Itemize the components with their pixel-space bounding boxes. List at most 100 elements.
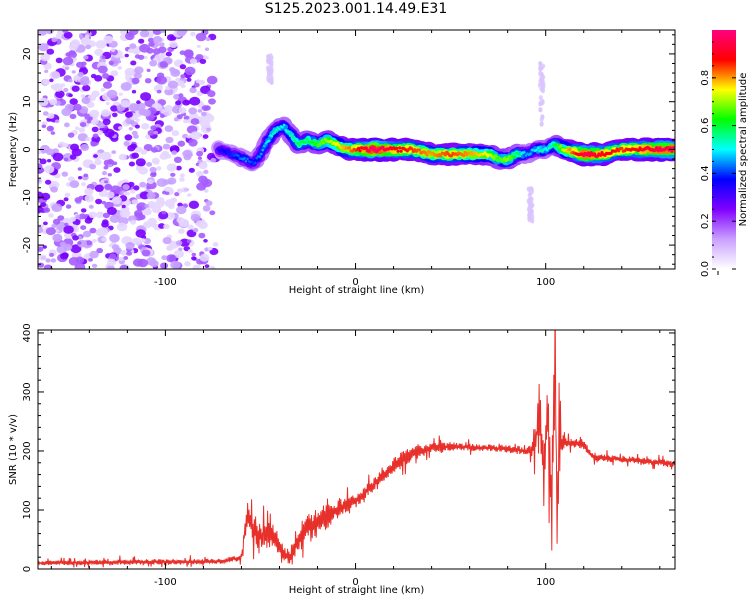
signal-blob bbox=[503, 156, 507, 160]
noise-blob bbox=[68, 78, 73, 83]
noise-blob bbox=[134, 124, 140, 129]
y-tick-label: 100 bbox=[22, 500, 33, 519]
noise-blob bbox=[202, 160, 207, 165]
noise-blob bbox=[210, 157, 217, 163]
streak-blob bbox=[528, 205, 533, 211]
noise-blob bbox=[139, 181, 147, 188]
noise-blob bbox=[49, 71, 61, 80]
noise-blob bbox=[175, 100, 182, 106]
noise-blob bbox=[147, 179, 154, 185]
noise-blob bbox=[159, 61, 168, 68]
noise-blob bbox=[160, 262, 169, 269]
noise-blob bbox=[104, 180, 109, 184]
noise-blob bbox=[166, 246, 171, 250]
noise-blob bbox=[106, 265, 115, 269]
noise-blob bbox=[106, 159, 113, 165]
noise-blob bbox=[70, 244, 82, 254]
noise-blob bbox=[123, 141, 130, 147]
noise-blob bbox=[169, 41, 178, 48]
noise-blob bbox=[100, 109, 111, 117]
signal-blob bbox=[620, 146, 624, 150]
y-tick-label: -10 bbox=[22, 189, 33, 205]
noise-blob bbox=[95, 198, 103, 205]
noise-blob bbox=[69, 113, 77, 120]
noise-blob bbox=[190, 131, 201, 140]
snr-frame bbox=[37, 329, 676, 570]
noise-blob bbox=[187, 193, 192, 197]
noise-blob bbox=[112, 161, 118, 166]
noise-blob bbox=[206, 127, 211, 132]
streak-blob bbox=[527, 212, 532, 218]
signal-blob bbox=[275, 128, 278, 132]
noise-blob bbox=[189, 96, 201, 106]
noise-blob bbox=[102, 73, 110, 79]
noise-blob bbox=[75, 126, 80, 130]
noise-blob bbox=[52, 83, 63, 92]
noise-blob bbox=[160, 30, 166, 33]
noise-blob bbox=[42, 111, 49, 116]
signal-blob bbox=[513, 155, 517, 159]
noise-blob bbox=[89, 227, 97, 234]
noise-blob bbox=[166, 163, 177, 172]
signal-blob bbox=[439, 154, 443, 158]
noise-blob bbox=[100, 87, 106, 92]
noise-blob bbox=[109, 233, 120, 243]
noise-blob bbox=[86, 119, 92, 124]
y-tick-label: 200 bbox=[22, 441, 33, 460]
noise-blob bbox=[124, 70, 133, 77]
noise-blob bbox=[84, 217, 93, 224]
noise-blob bbox=[149, 260, 159, 268]
noise-blob bbox=[107, 163, 113, 168]
noise-blob bbox=[141, 123, 150, 130]
noise-blob bbox=[131, 77, 140, 85]
noise-blob bbox=[80, 144, 90, 151]
signal-blob bbox=[255, 156, 258, 160]
noise-blob bbox=[134, 66, 144, 74]
noise-blob bbox=[104, 128, 115, 138]
signal-blob bbox=[319, 142, 323, 145]
noise-blob bbox=[88, 117, 93, 121]
colorbar-tick-label: 0.2 bbox=[700, 213, 711, 229]
signal-blob bbox=[529, 152, 532, 155]
noise-blob bbox=[80, 94, 86, 98]
signal-blob bbox=[357, 146, 361, 150]
noise-blob bbox=[166, 34, 176, 41]
noise-blob bbox=[188, 153, 193, 157]
noise-blob bbox=[176, 114, 183, 120]
noise-blob bbox=[184, 261, 191, 267]
noise-blob bbox=[162, 108, 172, 117]
noise-blob bbox=[101, 55, 106, 59]
noise-blob bbox=[64, 192, 71, 198]
noise-blob bbox=[62, 30, 69, 33]
noise-blob bbox=[119, 264, 129, 269]
noise-blob bbox=[166, 254, 177, 263]
noise-blob bbox=[90, 141, 97, 147]
streak-blob bbox=[529, 196, 534, 202]
noise-blob bbox=[163, 223, 170, 230]
noise-blob bbox=[134, 209, 143, 217]
signal-blob bbox=[252, 163, 255, 166]
noise-blob bbox=[192, 227, 199, 233]
noise-blob bbox=[190, 213, 201, 222]
noise-blob bbox=[77, 241, 82, 245]
signal-blob bbox=[329, 139, 333, 143]
noise-blob bbox=[193, 82, 200, 88]
noise-blob bbox=[40, 53, 51, 62]
noise-blob bbox=[126, 251, 132, 256]
noise-blob bbox=[146, 185, 152, 190]
noise-blob bbox=[176, 217, 185, 224]
noise-blob bbox=[101, 237, 107, 242]
noise-blob bbox=[122, 184, 130, 191]
noise-blob bbox=[188, 139, 198, 147]
streak-blob bbox=[529, 186, 534, 192]
noise-blob bbox=[182, 99, 190, 106]
noise-blob bbox=[150, 171, 157, 178]
noise-blob bbox=[118, 126, 123, 130]
signal-blob bbox=[524, 154, 528, 157]
noise-blob bbox=[137, 54, 145, 60]
noise-blob bbox=[204, 105, 211, 111]
signal-blob bbox=[223, 150, 226, 153]
noise-blob bbox=[81, 96, 91, 105]
noise-blob bbox=[197, 156, 202, 160]
